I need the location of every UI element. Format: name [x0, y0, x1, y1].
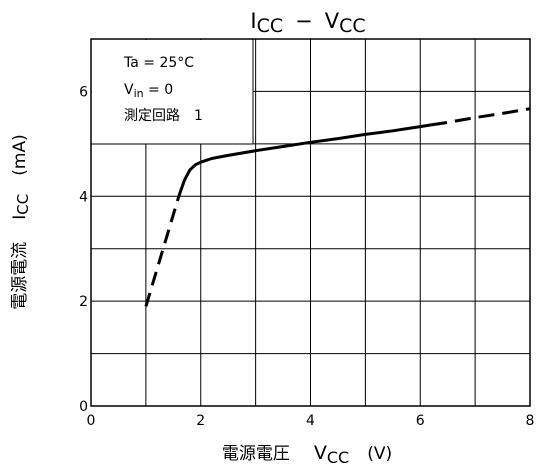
x-axis-label-unit: (V) [367, 444, 392, 464]
x-tick-label: 8 [526, 413, 535, 429]
y-axis-label: 電源電流 ICC (mA) [10, 134, 32, 309]
y-axis-label-unit: (mA) [10, 134, 30, 175]
circuit-number: 1 [194, 108, 203, 124]
condition-circuit: 測定回路 1 [124, 108, 203, 124]
x-axis-label-sub: CC [327, 448, 349, 467]
curve-dashed-low [144, 195, 181, 307]
x-tick-label: 0 [87, 413, 96, 429]
condition-vin: Vin = 0 [124, 82, 173, 100]
series-curve [144, 107, 531, 307]
x-axis-label-jp: 電源電圧 [222, 444, 290, 464]
y-tick-label: 6 [79, 84, 88, 100]
vin-sub: in [134, 87, 144, 100]
vin-main: V [124, 82, 134, 98]
title-vcc: V [325, 9, 340, 33]
chart-title: ICC − VCC [250, 9, 365, 37]
x-tick-label: 4 [306, 413, 315, 429]
y-tick-label: 4 [79, 189, 88, 205]
title-vcc-sub: CC [339, 15, 366, 37]
x-tick-label: 6 [416, 413, 425, 429]
y-tick-label: 2 [79, 294, 88, 310]
title-icc: I [250, 9, 256, 33]
y-axis-label-sub: CC [14, 194, 32, 215]
x-tick-label: 2 [196, 413, 205, 429]
y-tick-label: 0 [79, 399, 88, 415]
y-axis-label-sym: I [10, 215, 30, 220]
condition-ta: Ta = 25°C [123, 55, 194, 71]
title-icc-sub: CC [257, 15, 284, 37]
y-axis-label-jp: 電源電流 [10, 242, 30, 310]
vin-rest: = 0 [144, 82, 174, 98]
circuit-label: 測定回路 [124, 108, 180, 124]
x-axis-label: 電源電圧 VCC (V) [222, 442, 392, 467]
x-axis-label-sym: V [314, 442, 327, 464]
curve-dashed-high [430, 107, 531, 127]
curve-solid [177, 123, 432, 197]
conditions-box [92, 40, 253, 144]
tick-labels: 0 2 4 6 8 0 2 4 6 [79, 84, 534, 429]
title-dash: − [295, 9, 313, 33]
